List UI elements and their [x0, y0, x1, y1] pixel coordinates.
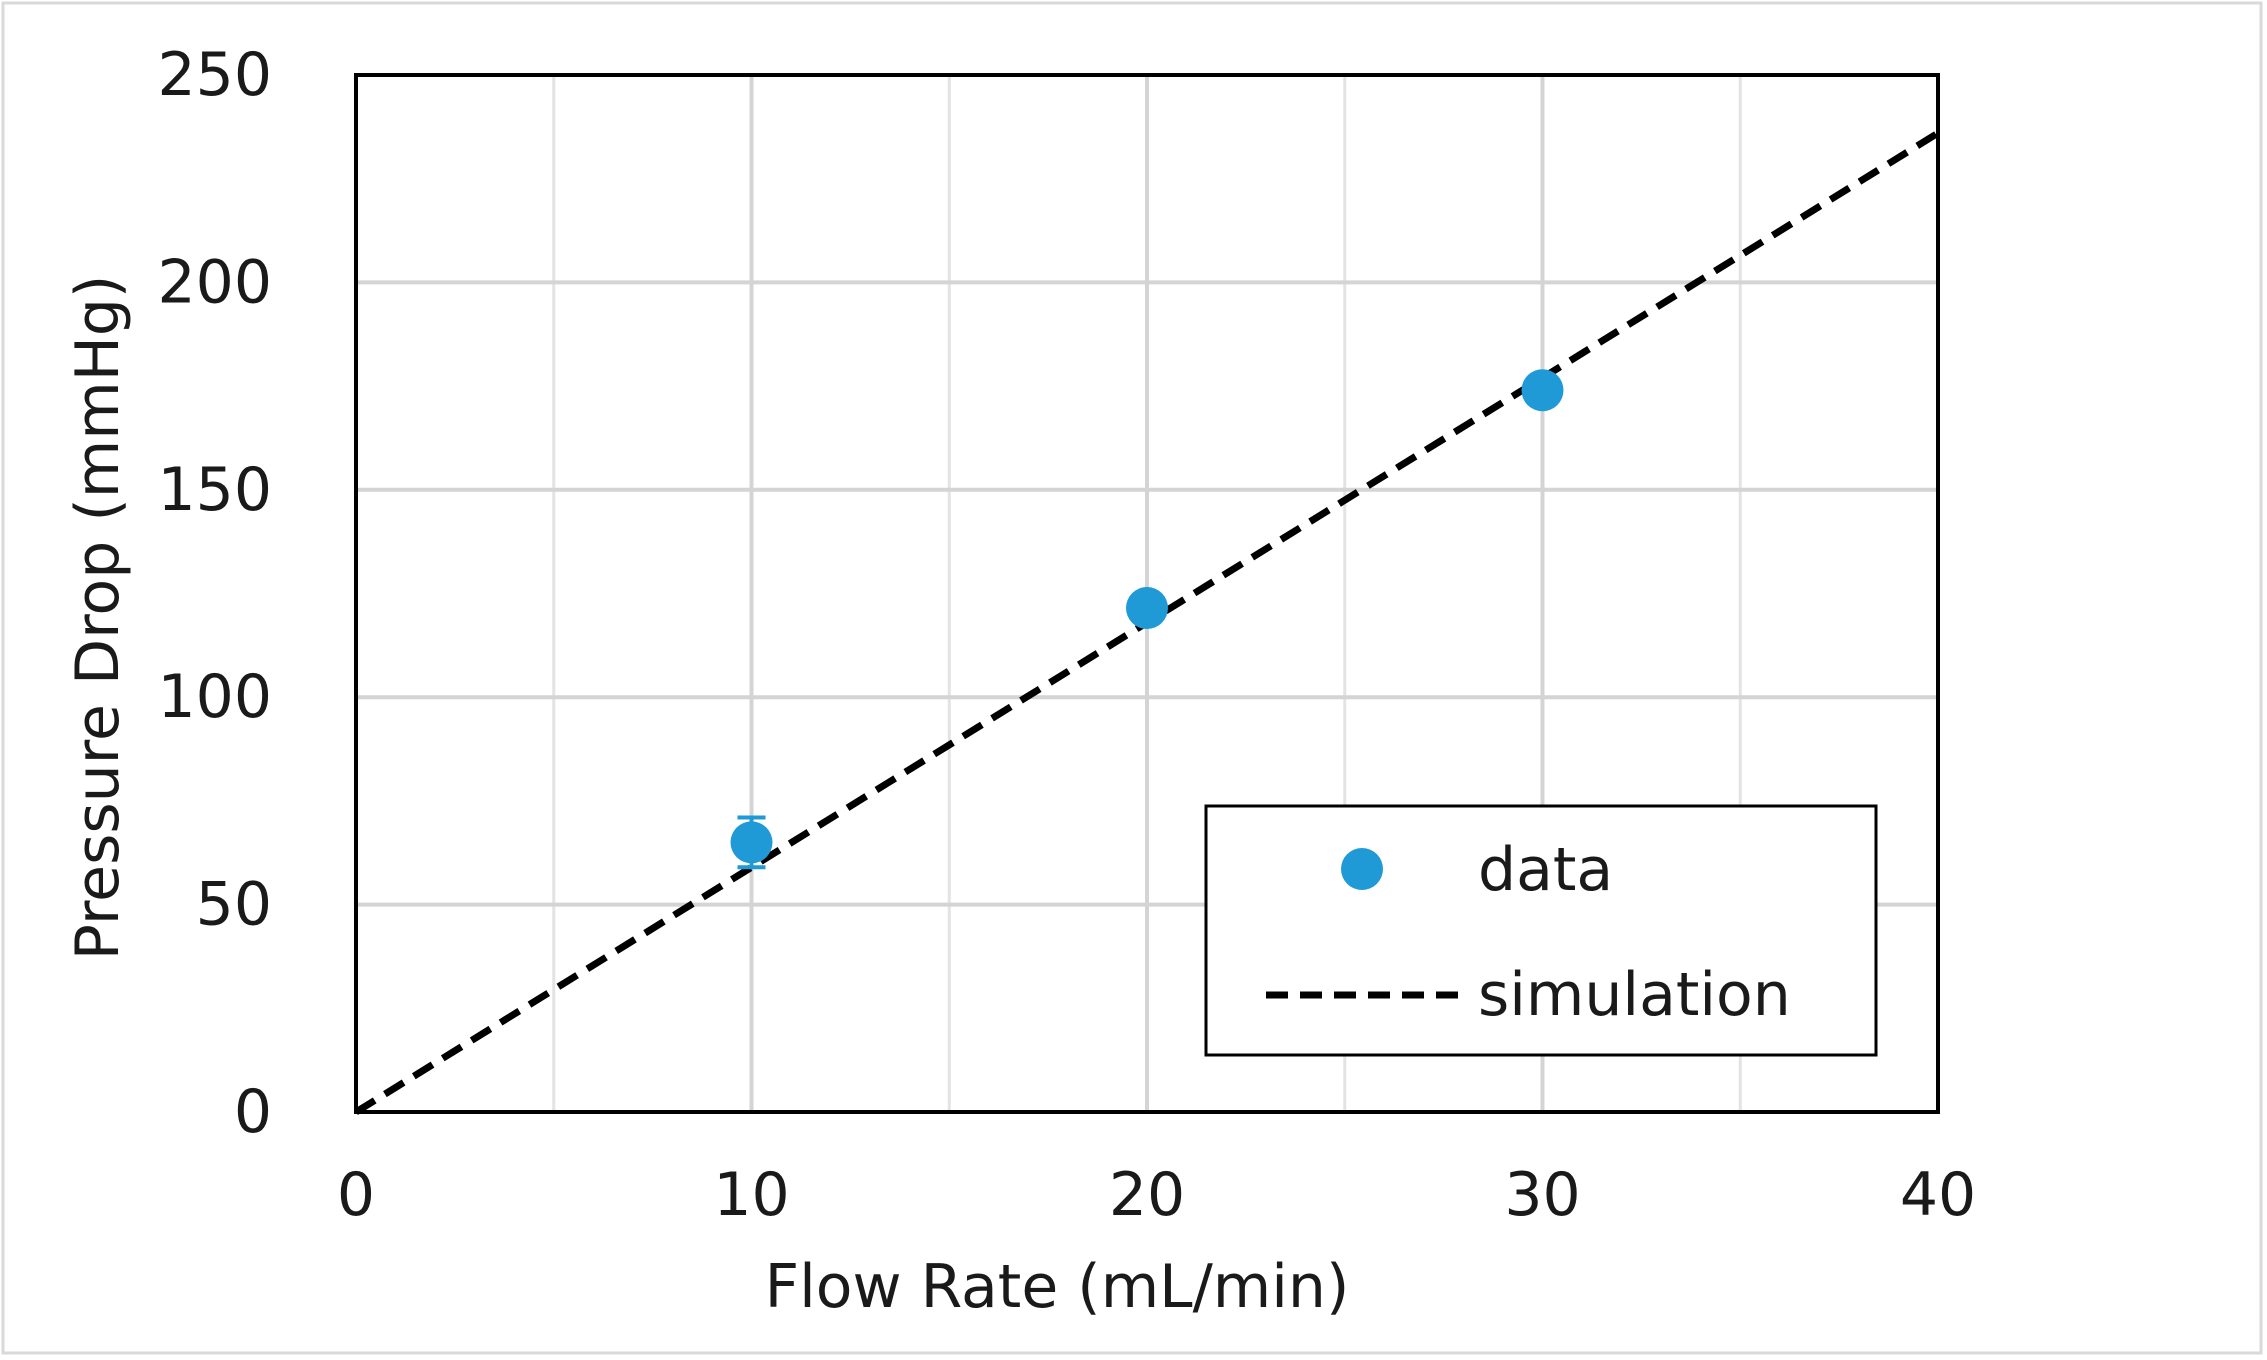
legend: data simulation	[1204, 804, 1878, 1057]
y-tick-label: 0	[234, 1077, 272, 1147]
data-point	[1521, 369, 1564, 412]
tick-labels: 0 10 20 30 40 0 50 100 150 200 250	[157, 40, 1976, 1230]
y-axis-title: Pressure Drop (mmHg)	[63, 275, 133, 961]
x-tick-label: 0	[337, 1160, 375, 1230]
legend-marker-data	[1341, 848, 1383, 890]
y-tick-label: 200	[157, 247, 272, 317]
legend-label-simulation: simulation	[1478, 960, 1791, 1030]
x-tick-label: 30	[1504, 1160, 1580, 1230]
y-tick-label: 250	[157, 40, 272, 110]
x-tick-label: 40	[1900, 1160, 1976, 1230]
y-tick-label: 100	[157, 662, 272, 732]
plot-area-frame	[354, 73, 1940, 1114]
data-point	[1126, 587, 1168, 630]
x-axis-title: Flow Rate (mL/min)	[765, 1252, 1350, 1322]
series-layer	[354, 130, 1940, 1115]
x-tick-label: 10	[713, 1160, 789, 1230]
x-tick-label: 20	[1109, 1160, 1185, 1230]
y-tick-label: 150	[157, 455, 272, 525]
y-tick-label: 50	[196, 870, 272, 940]
legend-label-data: data	[1478, 835, 1613, 905]
legend-box	[1204, 804, 1878, 1057]
data-point	[730, 821, 773, 864]
